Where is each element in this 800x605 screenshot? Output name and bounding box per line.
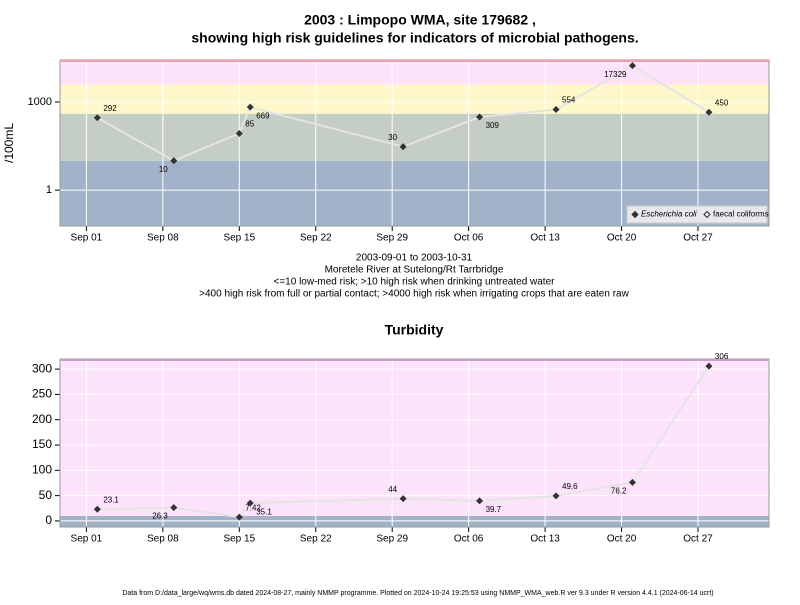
y-tick-label: 250 xyxy=(32,387,52,401)
data-label: 39.7 xyxy=(486,505,502,514)
x-tick-label: Sep 15 xyxy=(223,534,255,545)
data-label: 85 xyxy=(245,120,254,129)
chart-title: Turbidity xyxy=(385,322,444,338)
data-label: 306 xyxy=(715,352,729,361)
legend-marker xyxy=(631,210,639,219)
y-tick-label: 0 xyxy=(45,513,52,527)
y-tick-label: 100 xyxy=(32,462,52,476)
data-point xyxy=(93,114,101,122)
x-tick-label: Oct 13 xyxy=(530,233,560,244)
x-tick-label: Sep 15 xyxy=(223,233,255,244)
data-point xyxy=(170,504,178,512)
legend-label: faecal coliforms xyxy=(713,210,769,219)
data-label: 17329 xyxy=(604,70,627,79)
data-label: 30 xyxy=(388,133,397,142)
x-tick-label: Sep 29 xyxy=(376,534,408,545)
risk-band xyxy=(60,113,769,161)
y-axis-label: /100mL xyxy=(2,123,16,163)
data-label: 44 xyxy=(388,485,397,494)
note: 2003-09-01 to 2003-10-31 xyxy=(356,253,473,264)
x-tick-label: Oct 27 xyxy=(683,534,713,545)
data-label: 49.6 xyxy=(562,482,578,491)
data-label: 309 xyxy=(486,121,500,130)
note: >400 high risk from full or partial cont… xyxy=(199,289,629,300)
legend-label: Escherichia coli xyxy=(641,210,697,219)
data-label: 23.1 xyxy=(103,495,119,504)
risk-band xyxy=(60,359,769,516)
y-tick-label: 1 xyxy=(46,184,52,196)
data-point xyxy=(170,157,178,165)
data-point xyxy=(705,108,713,116)
data-point xyxy=(235,129,243,137)
data-point xyxy=(476,497,484,505)
data-point xyxy=(246,103,254,111)
note: <=10 low-med risk; >10 high risk when dr… xyxy=(274,277,556,288)
data-point xyxy=(399,495,407,503)
data-point xyxy=(235,513,243,521)
x-tick-label: Sep 08 xyxy=(147,534,179,545)
data-point xyxy=(399,143,407,151)
data-label: 292 xyxy=(103,104,117,113)
y-tick-label: 200 xyxy=(32,412,52,426)
x-tick-label: Sep 29 xyxy=(376,233,408,244)
x-tick-label: Sep 01 xyxy=(71,534,103,545)
data-point xyxy=(476,113,484,121)
legend-box xyxy=(626,205,768,224)
risk-band xyxy=(60,60,769,85)
data-point xyxy=(552,106,560,114)
note: Moretele River at Sutelong/Rt Tarrbridge xyxy=(325,265,504,276)
data-point xyxy=(246,499,254,507)
data-point xyxy=(552,492,560,500)
data-label: 669 xyxy=(256,111,270,120)
chart-subtitle: showing high risk guidelines for indicat… xyxy=(191,30,638,46)
x-tick-label: Oct 27 xyxy=(683,233,713,244)
data-label: 35.1 xyxy=(256,507,272,516)
x-tick-label: Sep 08 xyxy=(147,233,179,244)
y-tick-label: 300 xyxy=(32,361,52,375)
y-tick-label: 1000 xyxy=(28,96,52,108)
data-label: 450 xyxy=(715,98,729,107)
data-point xyxy=(93,505,101,513)
data-label: 76.2 xyxy=(611,486,627,495)
data-label: 26.3 xyxy=(152,512,168,521)
x-tick-label: Sep 22 xyxy=(300,233,332,244)
data-point xyxy=(705,362,713,370)
data-point xyxy=(628,478,636,486)
data-label: 554 xyxy=(562,96,576,105)
data-label: 10 xyxy=(159,165,168,174)
x-tick-label: Oct 06 xyxy=(454,233,484,244)
legend-marker xyxy=(703,210,711,219)
chart-title: 2003 : Limpopo WMA, site 179682 , xyxy=(304,12,536,28)
x-tick-label: Oct 20 xyxy=(607,233,637,244)
x-tick-label: Sep 22 xyxy=(300,534,332,545)
x-tick-label: Oct 06 xyxy=(454,534,484,545)
risk-band xyxy=(60,515,769,527)
x-tick-label: Oct 13 xyxy=(530,534,560,545)
y-tick-label: 50 xyxy=(39,488,53,502)
data-label: 7.42 xyxy=(245,503,261,512)
footer: Data from D:/data_large/wq/wms.db dated … xyxy=(122,590,713,597)
x-tick-label: Oct 20 xyxy=(607,534,637,545)
x-tick-label: Sep 01 xyxy=(71,233,103,244)
y-tick-label: 150 xyxy=(32,437,52,451)
risk-band xyxy=(60,84,769,114)
data-point xyxy=(628,62,636,70)
